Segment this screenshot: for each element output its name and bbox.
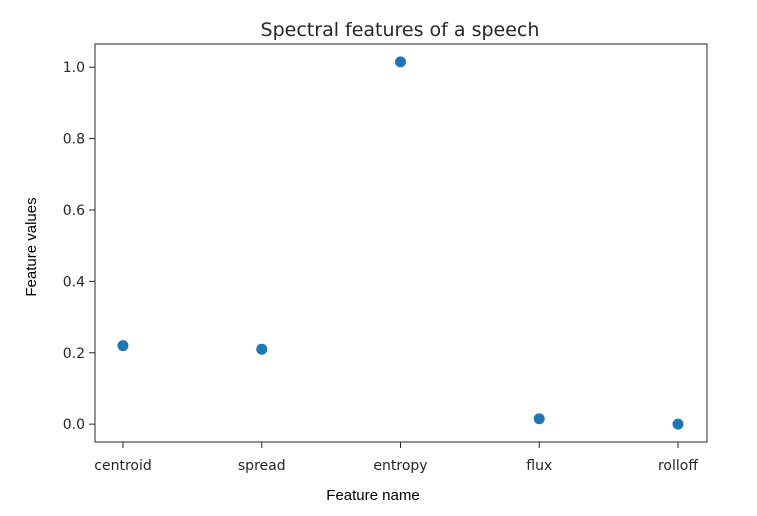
data-point-centroid (117, 340, 129, 352)
x-axis-label: Feature name (326, 487, 419, 504)
data-point-entropy (395, 56, 406, 68)
plot-area-frame (94, 43, 708, 443)
y-tick-label: 1.0 (63, 60, 85, 76)
x-tick-label: spread (238, 458, 286, 474)
data-point-rolloff (672, 418, 684, 430)
x-tick-label: flux (526, 458, 552, 474)
y-tick-label: 0.8 (63, 132, 85, 148)
scatter-points (117, 56, 684, 430)
y-axis-label: Feature values (23, 197, 40, 296)
y-tick-label: 0.2 (63, 346, 85, 362)
x-tick-label: rolloff (658, 458, 698, 474)
chart-title: Spectral features of a speech (261, 19, 540, 41)
y-tick-label: 0.0 (63, 417, 85, 433)
x-tick-label: entropy (373, 458, 427, 474)
y-axis-ticks: 0.0 0.2 0.4 0.6 0.8 1.0 (63, 60, 95, 433)
x-tick-label: centroid (94, 458, 151, 474)
data-point-flux (533, 413, 545, 425)
x-axis-ticks: centroid spread entropy flux rolloff (94, 442, 698, 474)
y-tick-label: 0.4 (63, 274, 85, 290)
data-point-spread (256, 343, 268, 355)
y-tick-label: 0.6 (63, 203, 85, 219)
